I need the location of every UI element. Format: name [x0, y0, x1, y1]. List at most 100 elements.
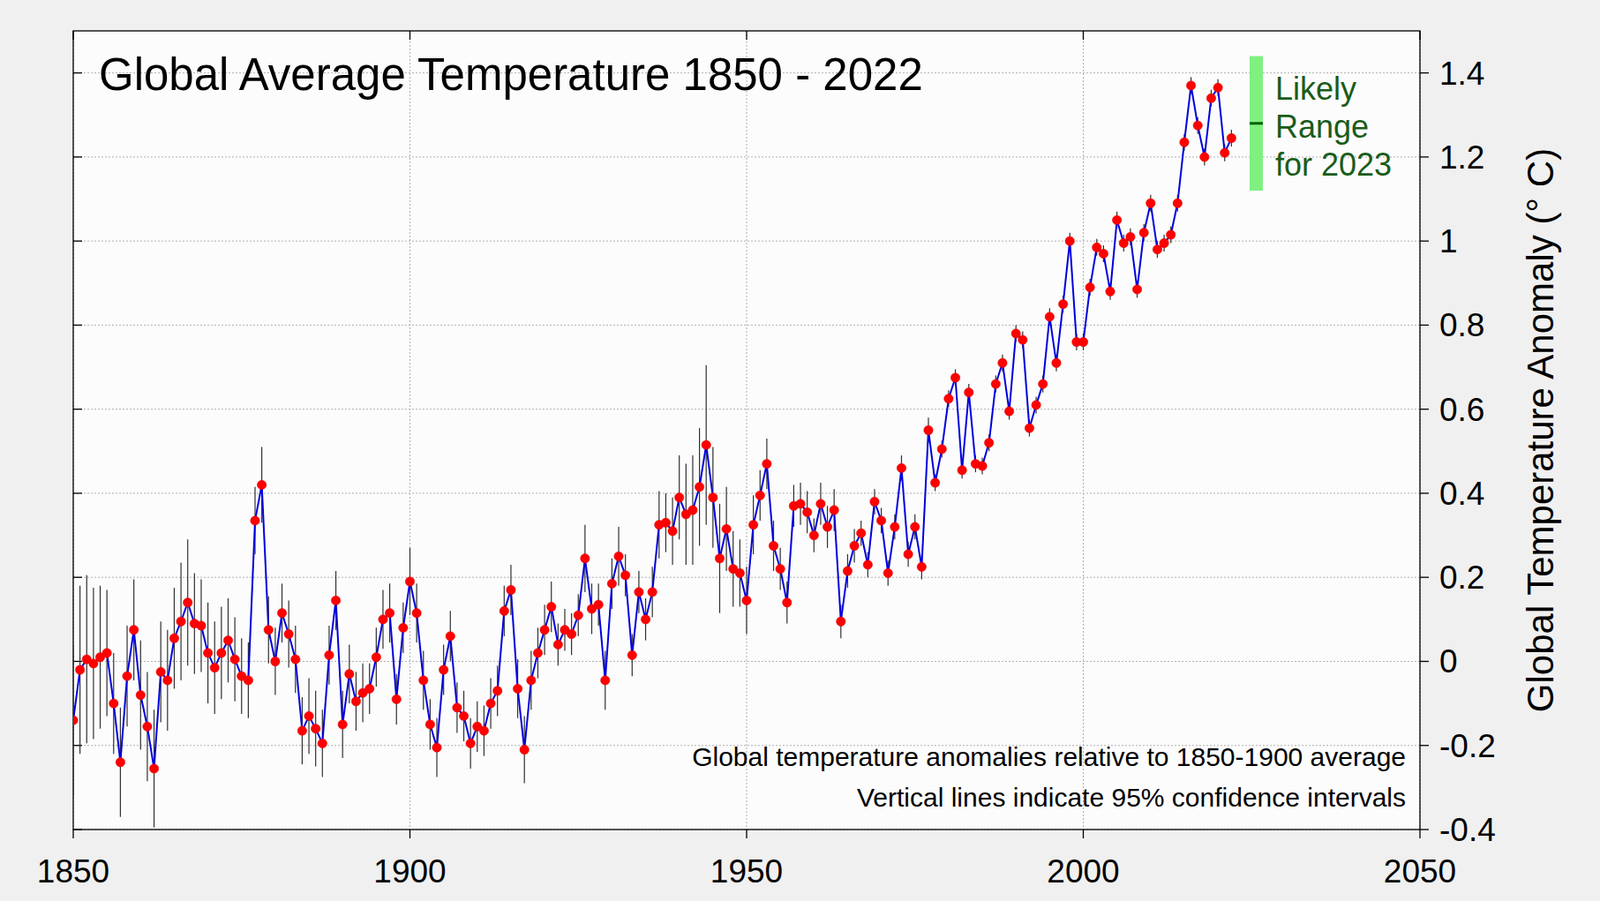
grid-line-x — [409, 30, 411, 830]
data-point — [1018, 335, 1028, 345]
data-point — [923, 425, 933, 435]
x-tick — [72, 829, 74, 839]
likely-range-central — [1249, 121, 1263, 125]
data-point — [196, 621, 206, 631]
data-point — [775, 563, 785, 573]
data-point — [856, 528, 866, 538]
data-point — [634, 587, 644, 597]
data-point — [284, 629, 293, 639]
x-tick-top — [72, 30, 74, 40]
y-tick-left — [73, 408, 83, 410]
data-point — [217, 648, 226, 658]
data-point — [735, 568, 744, 578]
data-point — [324, 650, 334, 660]
data-point — [1200, 152, 1210, 162]
data-point — [1004, 406, 1014, 416]
data-point — [526, 676, 536, 685]
data-point — [1139, 227, 1149, 237]
data-point — [668, 526, 677, 536]
data-point — [896, 463, 906, 473]
y-tick-left — [73, 240, 83, 242]
y-tick-left — [73, 577, 83, 579]
chart: 18501900195020002050-0.4-0.200.20.40.60.… — [0, 0, 1600, 901]
data-point — [809, 530, 819, 540]
y-axis-label: Global Temperature Anomaly (° C) — [1519, 148, 1562, 713]
data-point — [782, 598, 792, 608]
data-point — [1031, 400, 1041, 410]
data-point — [627, 650, 637, 660]
data-point — [73, 715, 78, 725]
data-point — [297, 726, 307, 736]
y-tick-label: 0.6 — [1439, 391, 1485, 429]
data-point — [553, 639, 563, 649]
x-tick-top — [1419, 30, 1420, 40]
y-tick-label: 1.2 — [1439, 139, 1485, 176]
data-point — [876, 516, 886, 526]
data-point — [142, 721, 152, 731]
data-point — [351, 697, 361, 707]
data-point — [243, 676, 253, 685]
y-tick-left — [73, 72, 83, 74]
background — [0, 0, 1600, 901]
data-point — [647, 587, 657, 597]
data-point — [277, 608, 286, 617]
data-point — [256, 480, 266, 489]
y-tick-label: 0.4 — [1439, 475, 1485, 512]
y-tick — [1419, 661, 1429, 662]
data-point — [984, 438, 993, 448]
data-point — [128, 625, 138, 635]
data-point — [230, 654, 240, 664]
y-tick-label: -0.4 — [1439, 811, 1496, 849]
y-tick-label: 0.8 — [1439, 307, 1485, 344]
data-point — [163, 676, 173, 685]
data-point — [1105, 286, 1115, 296]
data-point — [1179, 137, 1189, 147]
y-tick — [1419, 828, 1429, 830]
data-point — [930, 478, 939, 488]
data-point — [1065, 236, 1075, 246]
data-point — [675, 493, 684, 503]
y-tick — [1419, 408, 1429, 410]
data-point — [883, 568, 893, 578]
data-point — [1186, 81, 1195, 91]
data-point — [1078, 337, 1088, 346]
annotation: Global temperature anomalies relative to… — [691, 742, 1406, 772]
data-group — [73, 76, 1237, 827]
data-point — [1226, 133, 1236, 143]
y-tick-left — [73, 744, 83, 746]
data-point — [721, 524, 731, 534]
data-point — [802, 507, 812, 517]
data-point — [102, 648, 112, 658]
x-tick-label: 2000 — [1046, 853, 1120, 890]
y-tick — [1419, 744, 1429, 746]
data-point — [291, 654, 301, 664]
data-point — [109, 698, 119, 708]
data-point — [755, 490, 765, 500]
data-point — [836, 616, 846, 626]
y-tick-left — [73, 156, 83, 158]
data-point — [75, 665, 84, 675]
data-point — [391, 694, 401, 704]
data-point — [115, 758, 125, 767]
data-point — [135, 690, 145, 699]
data-point — [345, 669, 354, 679]
data-point — [263, 625, 273, 635]
data-point — [957, 465, 967, 475]
data-point — [122, 671, 132, 681]
data-point — [310, 723, 320, 733]
y-tick — [1419, 324, 1429, 326]
data-point — [486, 698, 496, 708]
data-point — [405, 577, 414, 586]
data-point — [1044, 312, 1054, 322]
data-point — [183, 598, 193, 608]
data-point — [573, 610, 583, 620]
data-point — [842, 566, 852, 576]
data-point — [977, 461, 987, 471]
data-point — [607, 578, 616, 588]
data-point — [1126, 232, 1135, 241]
grid-line-y — [73, 240, 1420, 242]
data-point — [863, 560, 872, 570]
likely-range-label: for 2023 — [1275, 146, 1392, 183]
data-point — [1051, 358, 1061, 368]
y-tick — [1419, 240, 1429, 242]
